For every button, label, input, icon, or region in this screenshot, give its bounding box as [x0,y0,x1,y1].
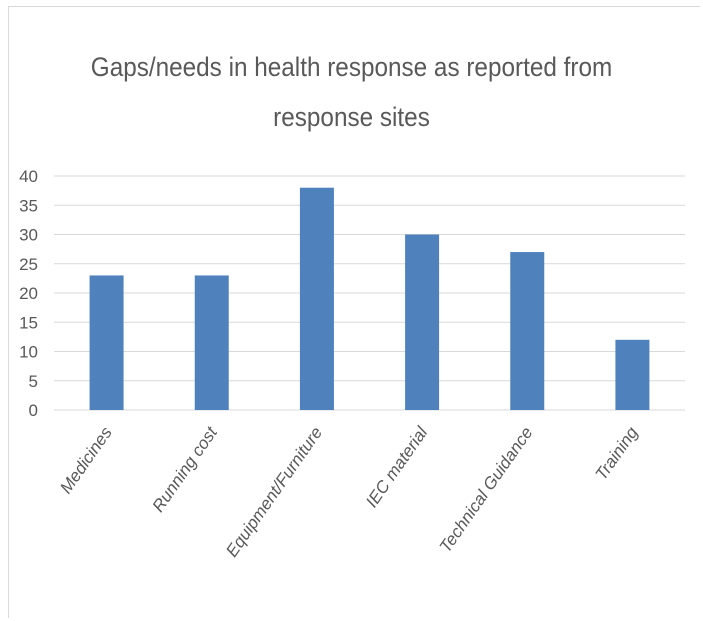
chart-title: Gaps/needs in health response as reporte… [90,52,613,132]
y-tick-label: 20 [19,284,38,303]
y-tick-label: 5 [29,372,38,391]
x-category-label: Medicines [56,423,116,497]
bar-technical-guidance [510,252,545,410]
y-tick-label: 25 [19,255,38,274]
y-tick-label: 40 [19,167,38,186]
x-category-label: Training [592,423,642,484]
y-tick-label: 0 [29,401,38,420]
chart-frame [8,6,700,618]
x-category-label: Running cost [149,422,222,515]
bar-iec-material [405,234,440,410]
x-category-label: IEC material [362,422,432,511]
bar-medicines [89,275,124,410]
bar-equipment-furniture [299,187,334,410]
y-tick-label: 30 [19,226,38,245]
x-category-label: Technical Guidance [436,423,537,556]
x-axis-categories: Medicines Running cost Equipment/Furniture… [56,422,642,560]
bar-training [615,339,650,410]
y-tick-label: 35 [19,196,38,215]
y-tick-label: 15 [19,313,38,332]
x-category-label: Equipment/Furniture [222,423,326,560]
gridlines [54,175,685,411]
bar-running-cost [194,275,229,410]
bars [89,187,650,410]
y-axis-ticks: 0 5 10 15 20 25 30 35 40 [19,167,38,420]
y-tick-label: 10 [19,343,38,362]
